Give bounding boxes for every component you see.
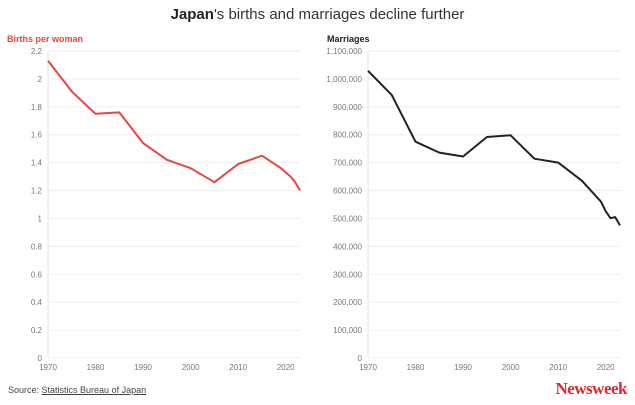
x-tick-label: 2020 <box>277 363 295 372</box>
y-tick-label: 1.4 <box>31 159 43 168</box>
y-tick-label: 0 <box>38 354 43 363</box>
y-tick-label: 1.8 <box>31 103 43 112</box>
title-bold: Japan <box>170 6 214 23</box>
y-tick-label: 500,000 <box>333 214 362 223</box>
source-note: Source: Statistics Bureau of Japan <box>8 385 146 395</box>
y-tick-label: 1,000,000 <box>326 75 362 84</box>
y-tick-label: 0.4 <box>31 298 43 307</box>
x-tick-label: 1990 <box>454 363 472 372</box>
y-tick-label: 1 <box>38 214 43 223</box>
y-tick-label: 0.2 <box>31 326 43 335</box>
source-link[interactable]: Statistics Bureau of Japan <box>41 385 147 395</box>
y-tick-label: 900,000 <box>333 103 362 112</box>
y-tick-label: 2 <box>38 75 43 84</box>
y-tick-label: 600,000 <box>333 187 362 196</box>
x-tick-label: 1980 <box>407 363 425 372</box>
y-tick-label: 200,000 <box>333 298 362 307</box>
y-tick-label: 300,000 <box>333 270 362 279</box>
y-tick-label: 1.2 <box>31 187 43 196</box>
x-tick-label: 2000 <box>182 363 200 372</box>
title-rest: 's births and marriages decline further <box>213 6 465 23</box>
newsweek-logo: Newsweek <box>555 379 627 398</box>
x-tick-label: 1970 <box>359 363 377 372</box>
y-tick-label: 1.6 <box>31 131 43 140</box>
source-label: Source: <box>8 385 42 395</box>
y-tick-label: 1,100,000 <box>326 47 362 56</box>
x-tick-label: 1970 <box>39 363 57 372</box>
y-tick-label: 0.6 <box>31 270 43 279</box>
x-tick-label: 2020 <box>597 363 615 372</box>
y-axis-title: Marriages <box>327 34 370 44</box>
chart-panel-1: Births per woman 0 0.2 0.4 0.6 0.8 1 1.2 1.4 1.6 1… <box>7 34 301 372</box>
x-tick-label: 2000 <box>502 363 520 372</box>
y-tick-label: 700,000 <box>333 159 362 168</box>
series-line <box>47 60 301 192</box>
x-tick-label: 1980 <box>87 363 105 372</box>
x-tick-label: 1990 <box>134 363 152 372</box>
y-tick-label: 100,000 <box>333 326 362 335</box>
chart-title: Japan's births and marriages decline fur… <box>0 6 635 23</box>
y-axis-title: Births per woman <box>7 34 83 44</box>
y-tick-label: 2.2 <box>31 47 43 56</box>
y-tick-label: 400,000 <box>333 242 362 251</box>
series-line <box>367 70 621 226</box>
y-tick-label: 800,000 <box>333 131 362 140</box>
chart-panel-2: Marriages 0 100,000 200,000 300,000 400,000 50… <box>326 34 621 372</box>
x-tick-label: 2010 <box>229 363 247 372</box>
x-tick-label: 2010 <box>549 363 567 372</box>
y-tick-label: 0 <box>358 354 363 363</box>
y-tick-label: 0.8 <box>31 242 43 251</box>
